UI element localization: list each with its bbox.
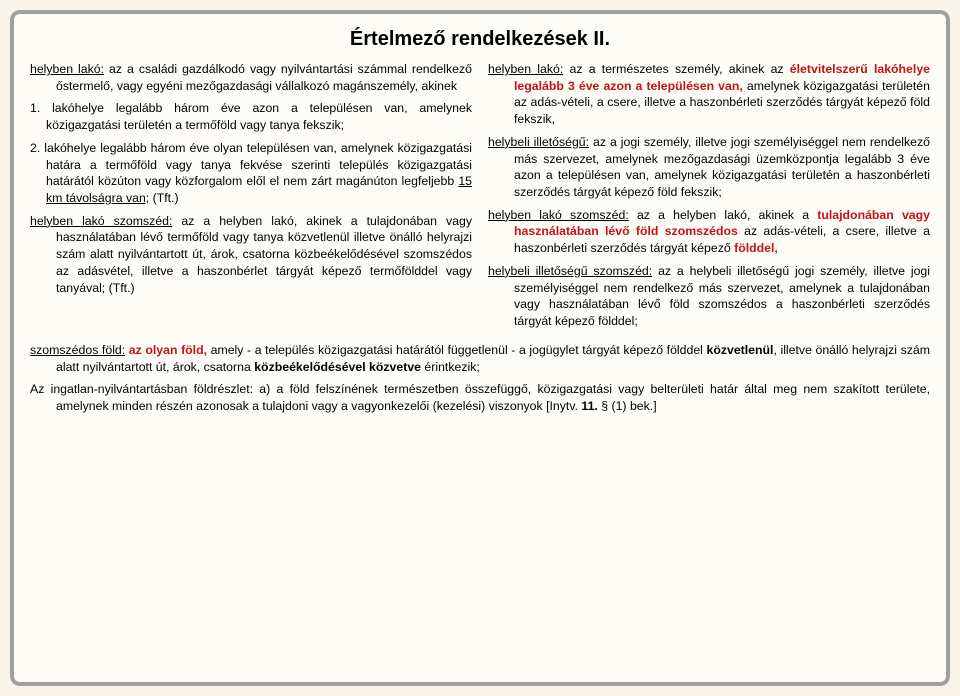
left-def-1: helyben lakó: az a családi gazdálkodó va… <box>30 61 472 94</box>
emph-bold: 11. <box>581 399 597 413</box>
text: az a természetes személy, akinek az <box>563 62 790 76</box>
term-helyben-lako-szomszed-r: helyben lakó szomszéd: <box>488 208 629 222</box>
left-def-2: helyben lakó szomszéd: az a helyben lakó… <box>30 213 472 297</box>
right-def-3: helyben lakó szomszéd: az a helyben lakó… <box>488 207 930 257</box>
text: (Tft.) <box>149 191 178 205</box>
text: érintkezik; <box>421 360 480 374</box>
text: az a családi gazdálkodó vagy nyilvántart… <box>56 62 472 93</box>
text: § (1) bek.] <box>598 399 657 413</box>
term-helybeli-illetosegu-szomszed: helybeli illetőségű szomszéd: <box>488 264 652 278</box>
term-szomszedos-fold: szomszédos föld: <box>30 343 125 357</box>
text: 2. lakóhelye legalább három éve olyan te… <box>30 141 472 188</box>
term-helyben-lako-szomszed: helyben lakó szomszéd: <box>30 214 172 228</box>
text: az a helyben lakó, akinek a <box>629 208 818 222</box>
text: amely - a település közigazgatási határá… <box>207 343 706 357</box>
right-column: helyben lakó: az a természetes személy, … <box>488 61 930 336</box>
right-def-4: helybeli illetőségű szomszéd: az a helyb… <box>488 263 930 330</box>
emph-red: földdel, <box>734 241 778 255</box>
right-def-1: helyben lakó: az a természetes személy, … <box>488 61 930 128</box>
right-def-2: helybeli illetőségű: az a jogi személy, … <box>488 134 930 201</box>
document-card: Értelmező rendelkezések II. helyben lakó… <box>10 10 950 686</box>
term-helyben-lako-r: helyben lakó: <box>488 62 563 76</box>
bottom-region: szomszédos föld: az olyan föld, amely - … <box>30 342 930 421</box>
term-helybeli-illetosegu: helybeli illetőségű: <box>488 135 589 149</box>
two-column-region: helyben lakó: az a családi gazdálkodó va… <box>30 61 930 336</box>
text: Az ingatlan-nyilvántartásban földrészlet… <box>30 382 930 413</box>
bottom-def-1: szomszédos föld: az olyan föld, amely - … <box>30 342 930 375</box>
emph-bold: közbeékelődésével közvetve <box>254 360 421 374</box>
left-def-1-item-2: 2. lakóhelye legalább három éve olyan te… <box>30 140 472 207</box>
bottom-def-2: Az ingatlan-nyilvántartásban földrészlet… <box>30 381 930 414</box>
left-column: helyben lakó: az a családi gazdálkodó va… <box>30 61 472 336</box>
left-def-1-item-1: 1. lakóhelye legalább három éve azon a t… <box>30 100 472 133</box>
emph-bold: közvetlenül <box>706 343 773 357</box>
emph-red: az olyan föld, <box>125 343 207 357</box>
term-helyben-lako: helyben lakó: <box>30 62 104 76</box>
page-title: Értelmező rendelkezések II. <box>30 28 930 51</box>
